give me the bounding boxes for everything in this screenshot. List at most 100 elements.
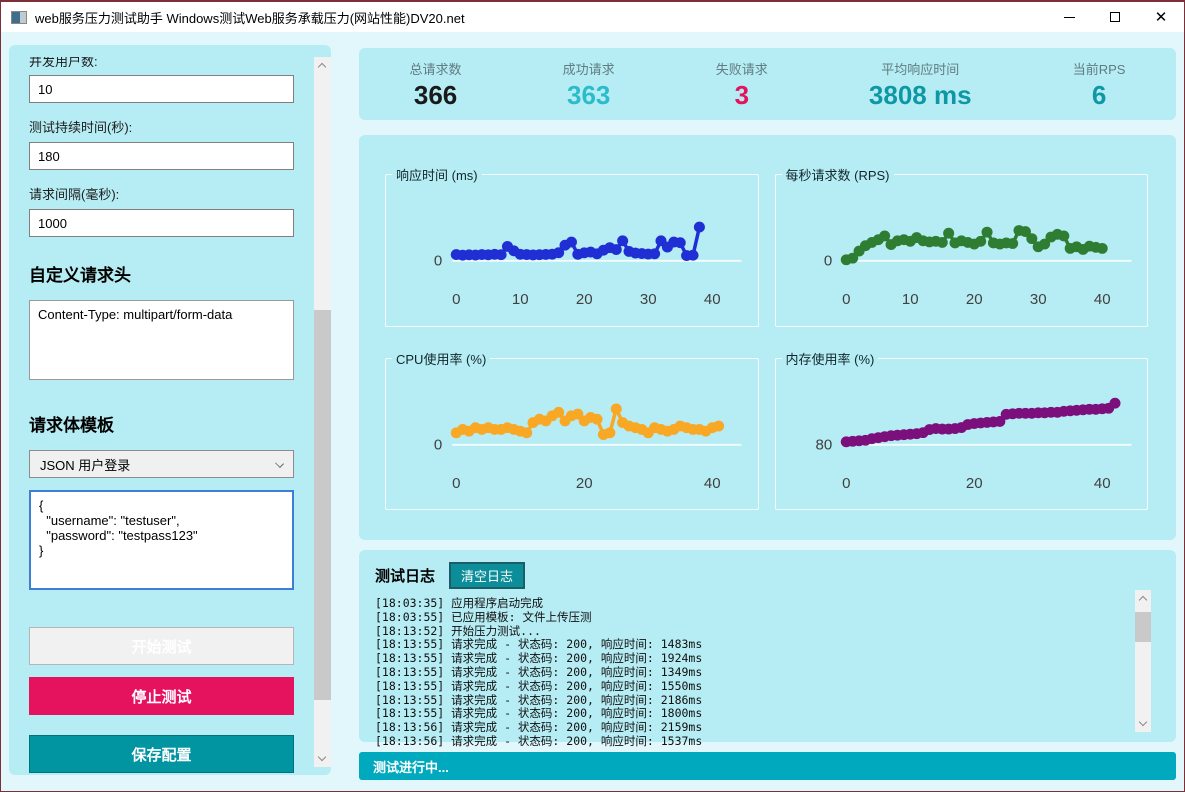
log-line: [18:13:55] 请求完成 - 状态码: 200, 响应时间: 1349ms <box>375 664 703 679</box>
svg-text:20: 20 <box>576 292 593 308</box>
duration-label: 测试持续时间(秒): <box>29 120 133 135</box>
charts-panel: 响应时间 (ms) 0 0 10 20 30 40 每秒请求数 (RPS) 0 0 10 20 3… <box>359 135 1176 540</box>
svg-text:40: 40 <box>1093 292 1110 308</box>
sidebar-scrollbar-thumb[interactable] <box>314 310 331 700</box>
stat-current-rps: 当前RPS 6 <box>1073 59 1126 110</box>
log-panel: 测试日志 清空日志 [18:03:35] 应用程序启动完成 [18:03:55] … <box>359 550 1176 748</box>
stat-value: 366 <box>413 79 458 110</box>
titlebar: web服务压力测试助手 Windows测试Web服务承载压力(网站性能)DV20… <box>1 2 1184 32</box>
log-line: [18:13:55] 请求完成 - 状态码: 200, 响应时间: 1483ms <box>375 637 703 652</box>
svg-text:40: 40 <box>1093 476 1110 492</box>
stat-label: 当前RPS <box>1072 61 1126 77</box>
scroll-down-icon[interactable] <box>1135 715 1152 732</box>
maximize-icon <box>1110 12 1120 22</box>
chart-response-time: 响应时间 (ms) 0 0 10 20 30 40 <box>385 165 759 327</box>
app-icon <box>11 10 27 24</box>
stat-label: 总请求数 <box>409 61 462 77</box>
svg-text:30: 30 <box>640 292 657 308</box>
svg-text:10: 10 <box>512 292 529 308</box>
main-area: 总请求数 366 成功请求 363 失败请求 3 平均响应时间 3808 ms … <box>359 45 1176 790</box>
clear-log-button[interactable]: 清空日志 <box>449 562 526 589</box>
stat-value: 3 <box>734 79 750 110</box>
chart-cpu: CPU使用率 (%) 0 0 20 40 <box>385 348 759 510</box>
interval-input[interactable] <box>29 209 294 237</box>
chevron-down-icon <box>275 459 284 468</box>
cpu-chart: 0 0 20 40 <box>434 402 742 492</box>
svg-text:30: 30 <box>1029 292 1046 308</box>
stat-value: 3808 ms <box>868 79 972 110</box>
log-line: [18:13:55] 请求完成 - 状态码: 200, 响应时间: 1800ms <box>375 706 703 721</box>
chart-memory: 内存使用率 (%) 80 0 20 40 <box>774 348 1148 510</box>
stat-avg-response-time: 平均响应时间 3808 ms <box>869 59 972 110</box>
config-sidebar: 并发用户数: 测试持续时间(秒): 请求间隔(毫秒): 自定义请求头 Conte… <box>9 45 331 775</box>
scroll-up-icon[interactable] <box>314 57 331 74</box>
svg-text:20: 20 <box>965 476 982 492</box>
log-line: [18:13:56] 请求完成 - 状态码: 200, 响应时间: 1537ms <box>375 733 703 748</box>
stat-failed-requests: 失败请求 3 <box>716 59 768 110</box>
log-line: [18:13:56] 请求完成 - 状态码: 200, 响应时间: 2159ms <box>375 720 703 735</box>
maximize-button[interactable] <box>1092 2 1138 32</box>
window-controls: ✕ <box>1046 2 1184 32</box>
stats-panel: 总请求数 366 成功请求 363 失败请求 3 平均响应时间 3808 ms … <box>359 48 1176 120</box>
svg-text:0: 0 <box>452 476 460 492</box>
stop-test-button[interactable]: 停止测试 <box>29 677 294 715</box>
stat-label: 平均响应时间 <box>881 61 960 77</box>
concurrent-users-input[interactable] <box>29 75 294 103</box>
log-scrollbar-thumb[interactable] <box>1135 612 1151 642</box>
stat-success-requests: 成功请求 363 <box>563 59 615 110</box>
duration-input[interactable] <box>29 142 294 170</box>
chart-title: 每秒请求数 (RPS) <box>785 168 890 183</box>
scroll-up-icon[interactable] <box>1135 590 1152 607</box>
custom-headers-heading: 自定义请求头 <box>29 266 131 285</box>
log-scrollbar[interactable] <box>1135 590 1151 732</box>
status-bar: 测试进行中... <box>359 752 1176 780</box>
rps-chart: 0 0 10 20 30 40 <box>823 225 1131 308</box>
custom-headers-textarea[interactable]: Content-Type: multipart/form-data <box>29 300 294 380</box>
log-entries[interactable]: [18:03:35] 应用程序启动完成 [18:03:55] 已应用模板: 文件上… <box>375 596 1160 749</box>
body-template-select[interactable]: JSON 用户登录 <box>29 450 294 478</box>
sidebar-scrollbar[interactable] <box>314 57 331 767</box>
svg-text:0: 0 <box>452 292 460 308</box>
log-line: [18:13:55] 请求完成 - 状态码: 200, 响应时间: 1550ms <box>375 678 703 693</box>
log-line: [18:03:55] 已应用模板: 文件上传压测 <box>375 609 592 624</box>
chart-title: 内存使用率 (%) <box>785 351 875 367</box>
close-icon: ✕ <box>1154 8 1168 26</box>
start-test-button[interactable]: 开始测试 <box>29 627 294 665</box>
log-line: [18:13:52] 开始压力测试... <box>375 623 541 638</box>
chart-title: CPU使用率 (%) <box>396 351 487 367</box>
svg-text:10: 10 <box>901 292 918 308</box>
window-content: 并发用户数: 测试持续时间(秒): 请求间隔(毫秒): 自定义请求头 Conte… <box>1 32 1184 790</box>
log-line: [18:13:55] 请求完成 - 状态码: 200, 响应时间: 1924ms <box>375 651 703 666</box>
log-header: 测试日志 清空日志 <box>375 562 1160 589</box>
interval-label: 请求间隔(毫秒): <box>29 187 120 202</box>
svg-text:0: 0 <box>842 292 850 308</box>
svg-text:20: 20 <box>965 292 982 308</box>
svg-text:40: 40 <box>704 476 721 492</box>
chart-rps: 每秒请求数 (RPS) 0 0 10 20 30 40 <box>774 165 1148 327</box>
save-config-button[interactable]: 保存配置 <box>29 735 294 773</box>
svg-text:0: 0 <box>842 476 850 492</box>
stat-label: 成功请求 <box>562 61 615 77</box>
svg-text:0: 0 <box>823 254 831 270</box>
close-button[interactable]: ✕ <box>1138 2 1184 32</box>
svg-text:0: 0 <box>434 254 442 270</box>
minimize-button[interactable] <box>1046 2 1092 32</box>
svg-text:0: 0 <box>434 437 442 453</box>
svg-text:80: 80 <box>815 437 832 453</box>
body-template-selected-value: JSON 用户登录 <box>40 457 131 473</box>
concurrent-users-label: 并发用户数: <box>29 57 98 67</box>
memory-chart: 80 0 20 40 <box>815 397 1131 492</box>
body-template-heading: 请求体模板 <box>29 416 114 435</box>
minimize-icon <box>1063 16 1075 18</box>
stat-total-requests: 总请求数 366 <box>410 59 462 110</box>
scroll-down-icon[interactable] <box>314 750 331 767</box>
window-title: web服务压力测试助手 Windows测试Web服务承载压力(网站性能)DV20… <box>35 10 465 26</box>
stat-value: 363 <box>566 79 611 110</box>
stat-label: 失败请求 <box>715 61 768 77</box>
status-text: 测试进行中... <box>373 759 449 775</box>
log-line: [18:13:55] 请求完成 - 状态码: 200, 响应时间: 2186ms <box>375 692 703 707</box>
request-body-textarea[interactable]: { "username": "testuser", "password": "t… <box>29 490 294 590</box>
stat-value: 6 <box>1091 79 1107 110</box>
chart-title: 响应时间 (ms) <box>396 168 478 183</box>
